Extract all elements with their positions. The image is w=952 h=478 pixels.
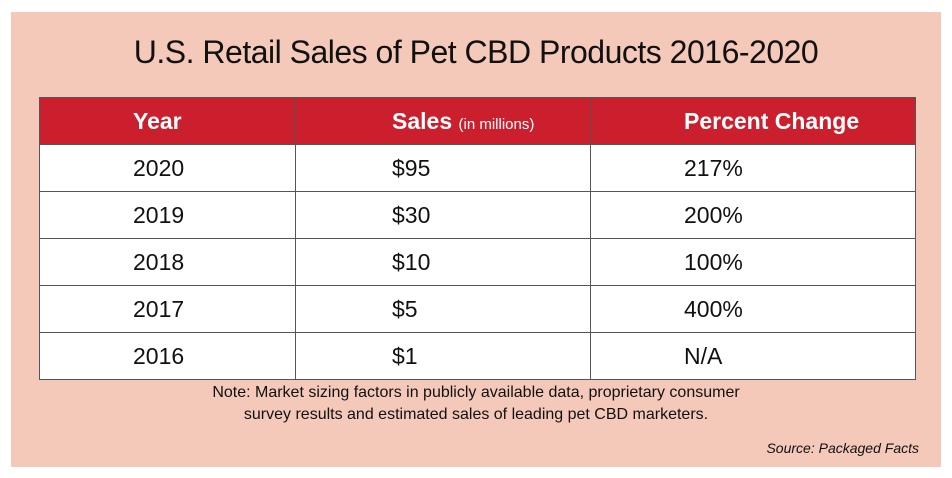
cell-sales: $95 <box>295 144 591 192</box>
cell-year: 2017 <box>39 285 296 333</box>
table-row: 2018 $10 100% <box>39 238 916 286</box>
sales-table: Year Sales (in millions) Percent Change … <box>39 97 916 380</box>
chart-title: U.S. Retail Sales of Pet CBD Products 20… <box>133 34 819 70</box>
cell-year: 2018 <box>39 238 296 286</box>
header-percent-change: Percent Change <box>590 97 916 145</box>
cell-percent-change: 100% <box>590 238 916 286</box>
header-year: Year <box>39 97 296 145</box>
cell-year: 2020 <box>39 144 296 192</box>
cell-percent-change: 217% <box>590 144 916 192</box>
source-credit: Source: Packaged Facts <box>766 440 919 456</box>
infographic-panel: U.S. Retail Sales of Pet CBD Products 20… <box>11 12 941 467</box>
table-row: 2016 $1 N/A <box>39 332 916 380</box>
cell-percent-change: 400% <box>590 285 916 333</box>
header-sales-unit: (in millions) <box>458 115 535 133</box>
header-sales-label: Sales <box>392 107 453 134</box>
cell-year: 2016 <box>39 332 296 380</box>
footnote-line-1: Note: Market sizing factors in publicly … <box>212 384 740 401</box>
cell-percent-change: 200% <box>590 191 916 239</box>
table-row: 2019 $30 200% <box>39 191 916 239</box>
header-sales: Sales (in millions) <box>295 97 591 145</box>
footnote-line-2: survey results and estimated sales of le… <box>243 406 709 423</box>
cell-year: 2019 <box>39 191 296 239</box>
cell-sales: $1 <box>295 332 591 380</box>
table-header-row: Year Sales (in millions) Percent Change <box>39 97 916 145</box>
cell-sales: $5 <box>295 285 591 333</box>
table-row: 2020 $95 217% <box>39 144 916 192</box>
cell-sales: $30 <box>295 191 591 239</box>
cell-sales: $10 <box>295 238 591 286</box>
cell-percent-change: N/A <box>590 332 916 380</box>
footnote: Note: Market sizing factors in publicly … <box>11 382 941 426</box>
table-row: 2017 $5 400% <box>39 285 916 333</box>
